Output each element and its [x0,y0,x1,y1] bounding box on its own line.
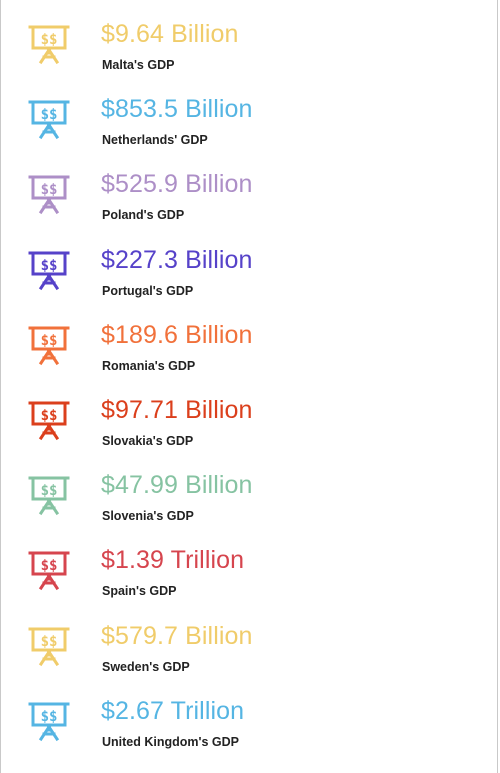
money-presentation-icon: $$ [28,100,70,140]
list-item: $$ $579.7 Billion Sweden's GDP [1,616,497,691]
country-label: Netherlands' GDP [102,133,208,148]
svg-text:$$: $$ [41,634,58,650]
country-label: United Kingdom's GDP [102,734,239,749]
money-presentation-icon: $$ [28,627,70,666]
list-item: $$ $189.6 Billion Romania's GDP [1,315,497,390]
svg-text:$$: $$ [41,258,58,274]
money-presentation-icon: $$ [28,476,70,516]
svg-text:$$: $$ [41,483,58,499]
money-presentation-icon: $$ [28,175,70,215]
gdp-value: $579.7 Billion [101,621,253,650]
list-item: $$ $853.5 Billion Netherlands' GDP [1,89,497,164]
list-item: $$ $1.39 Trillion Spain's GDP [1,540,497,615]
country-label: Slovakia's GDP [102,433,194,448]
country-label: Spain's GDP [102,584,177,599]
country-label: Sweden's GDP [102,659,190,674]
country-label: Romania's GDP [102,358,196,373]
money-presentation-icon: $$ [28,25,70,65]
gdp-value: $2.67 Trillion [101,696,245,725]
gdp-value: $97.71 Billion [101,395,253,424]
country-label: Poland's GDP [102,208,185,223]
gdp-value: $227.3 Billion [101,245,253,274]
svg-text:$$: $$ [41,182,58,198]
money-presentation-icon: $$ [28,401,70,441]
country-label: Portugal's GDP [102,283,194,298]
list-item: $$ $47.99 Billion Slovenia's GDP [1,465,497,540]
gdp-value: $525.9 Billion [101,170,253,199]
country-label: Slovenia's GDP [102,509,194,524]
gdp-list: $$ $9.64 Billion Malta's GDP $$ $853.5 B… [1,14,497,766]
svg-text:$$: $$ [41,107,58,123]
list-item: $$ $525.9 Billion Poland's GDP [1,164,497,239]
money-presentation-icon: $$ [28,551,70,591]
gdp-value: $47.99 Billion [101,471,253,500]
svg-text:$$: $$ [41,32,58,48]
list-item: $$ $2.67 Trillion United Kingdom's GDP [1,691,497,766]
list-item: $$ $9.64 Billion Malta's GDP [1,14,497,89]
svg-text:$$: $$ [41,333,58,349]
list-item: $$ $97.71 Billion Slovakia's GDP [1,390,497,465]
svg-text:$$: $$ [41,558,58,574]
list-item: $$ $227.3 Billion Portugal's GDP [1,240,497,315]
gdp-value: $9.64 Billion [101,20,239,48]
gdp-value: $1.39 Trillion [101,546,245,575]
gdp-value: $189.6 Billion [101,320,253,349]
gdp-value: $853.5 Billion [101,95,253,124]
money-presentation-icon: $$ [28,326,70,365]
svg-text:$$: $$ [41,709,58,725]
money-presentation-icon: $$ [28,702,70,741]
country-label: Malta's GDP [102,58,175,72]
money-presentation-icon: $$ [28,251,70,290]
svg-text:$$: $$ [41,408,58,424]
